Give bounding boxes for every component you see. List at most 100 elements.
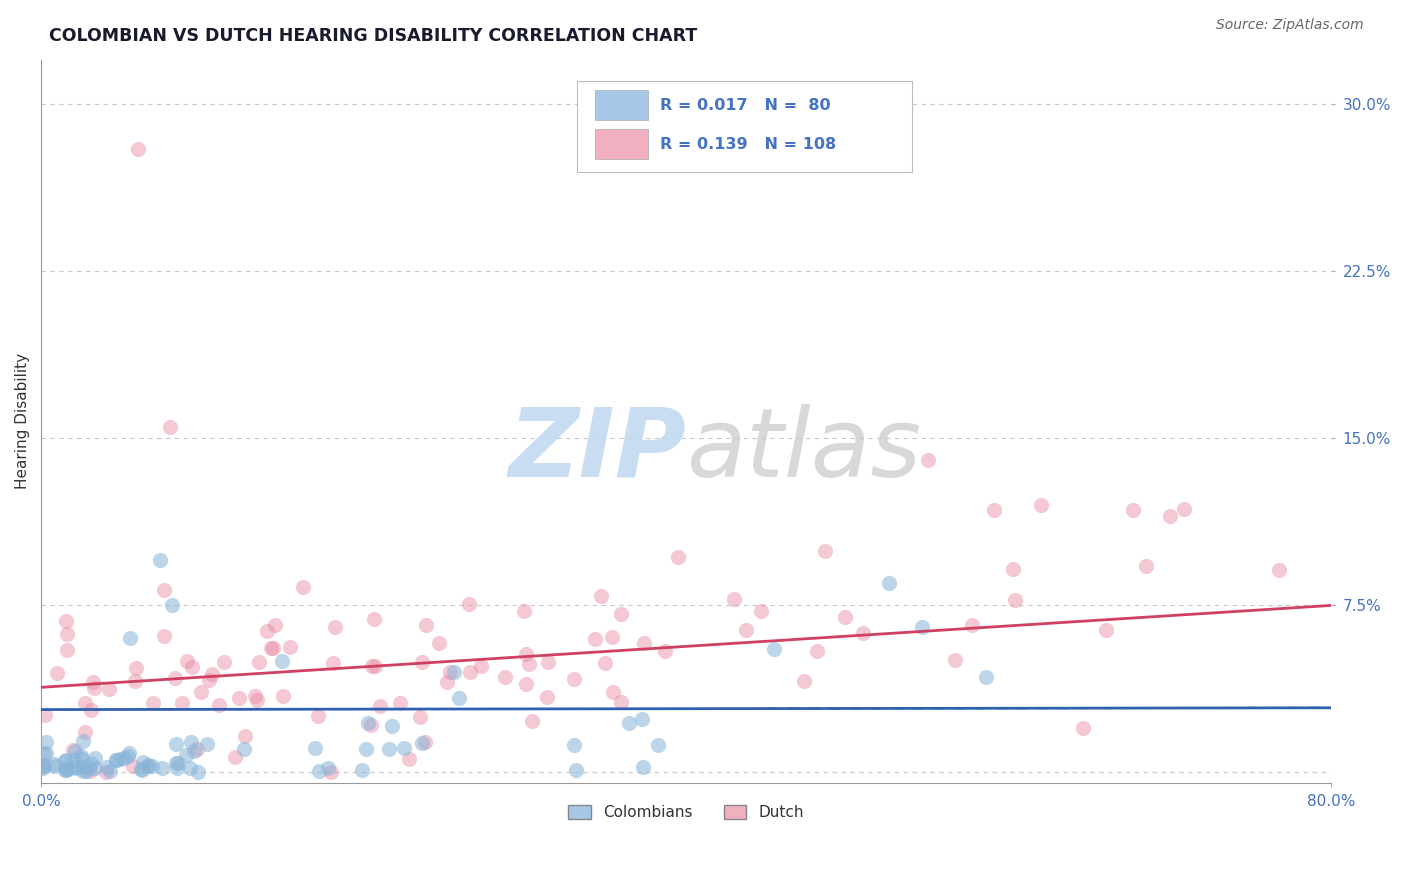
Point bbox=[44, 757, 66, 772]
Point bbox=[600, 630, 623, 644]
Legend: Colombians, Dutch: Colombians, Dutch bbox=[562, 798, 810, 826]
Point bbox=[180, 735, 202, 749]
Point bbox=[62, 743, 84, 757]
Point bbox=[262, 640, 284, 655]
Point bbox=[63, 753, 86, 767]
Y-axis label: Hearing Disability: Hearing Disability bbox=[15, 353, 30, 490]
Point bbox=[120, 632, 142, 646]
Point bbox=[77, 761, 100, 775]
Point bbox=[316, 761, 339, 775]
Point bbox=[260, 641, 283, 656]
Point bbox=[852, 626, 875, 640]
Point bbox=[97, 681, 120, 696]
Point bbox=[32, 761, 55, 775]
Point bbox=[70, 748, 93, 763]
Point bbox=[165, 671, 187, 685]
Point bbox=[361, 659, 384, 673]
Point bbox=[631, 760, 654, 774]
Point bbox=[170, 696, 193, 710]
Point bbox=[247, 655, 270, 669]
Point bbox=[562, 672, 585, 686]
Point bbox=[53, 763, 76, 777]
Point bbox=[593, 656, 616, 670]
Point bbox=[235, 729, 257, 743]
Point bbox=[292, 580, 315, 594]
Point bbox=[53, 755, 76, 769]
Text: R = 0.139   N = 108: R = 0.139 N = 108 bbox=[661, 136, 837, 152]
Point bbox=[174, 748, 197, 763]
FancyBboxPatch shape bbox=[595, 129, 648, 160]
Point bbox=[75, 724, 97, 739]
Point bbox=[98, 764, 121, 778]
Point bbox=[201, 666, 224, 681]
Point bbox=[30, 760, 52, 774]
Point bbox=[806, 643, 828, 657]
Point bbox=[56, 762, 79, 776]
Point bbox=[32, 757, 55, 772]
Point bbox=[271, 654, 294, 668]
Point bbox=[96, 760, 118, 774]
Point bbox=[112, 751, 135, 765]
Point bbox=[72, 759, 94, 773]
Point bbox=[1004, 593, 1026, 607]
Point bbox=[562, 738, 585, 752]
Point bbox=[84, 750, 107, 764]
Point bbox=[72, 734, 94, 748]
Point bbox=[83, 681, 105, 695]
Point bbox=[458, 665, 481, 679]
Point bbox=[243, 689, 266, 703]
Point bbox=[105, 753, 128, 767]
Point bbox=[793, 673, 815, 688]
Point bbox=[983, 503, 1005, 517]
Point bbox=[633, 636, 655, 650]
Point bbox=[411, 736, 433, 750]
Point bbox=[118, 747, 141, 761]
Point bbox=[911, 620, 934, 634]
Point bbox=[458, 597, 481, 611]
Point bbox=[536, 690, 558, 704]
Point bbox=[814, 544, 837, 558]
Point bbox=[447, 691, 470, 706]
Point bbox=[55, 627, 77, 641]
Point bbox=[271, 689, 294, 703]
Point bbox=[415, 735, 437, 749]
Point bbox=[186, 742, 208, 756]
Point bbox=[583, 632, 606, 647]
Point bbox=[32, 758, 55, 772]
Point bbox=[494, 670, 516, 684]
Point bbox=[436, 675, 458, 690]
Point bbox=[121, 758, 143, 772]
Point bbox=[877, 575, 900, 590]
Point bbox=[152, 629, 174, 643]
Point bbox=[263, 618, 285, 632]
FancyBboxPatch shape bbox=[595, 90, 648, 120]
Point bbox=[1071, 722, 1094, 736]
Point bbox=[1122, 502, 1144, 516]
Point bbox=[228, 690, 250, 705]
Point bbox=[392, 740, 415, 755]
Point bbox=[214, 656, 236, 670]
Point bbox=[35, 735, 58, 749]
Point bbox=[378, 741, 401, 756]
Point bbox=[1268, 563, 1291, 577]
Point bbox=[233, 742, 256, 756]
Point bbox=[427, 636, 450, 650]
Point bbox=[63, 760, 86, 774]
Point bbox=[411, 656, 433, 670]
Point bbox=[1135, 558, 1157, 573]
Point bbox=[35, 746, 58, 760]
Point bbox=[152, 582, 174, 597]
Point bbox=[308, 764, 330, 779]
Point bbox=[131, 764, 153, 778]
Point bbox=[515, 647, 537, 661]
Point bbox=[917, 453, 939, 467]
Point bbox=[617, 716, 640, 731]
Point bbox=[319, 764, 342, 779]
Point bbox=[165, 756, 187, 771]
Point bbox=[322, 657, 344, 671]
Point bbox=[105, 753, 128, 767]
FancyBboxPatch shape bbox=[576, 81, 912, 172]
Point bbox=[65, 761, 87, 775]
Point bbox=[960, 618, 983, 632]
Point bbox=[647, 738, 669, 752]
